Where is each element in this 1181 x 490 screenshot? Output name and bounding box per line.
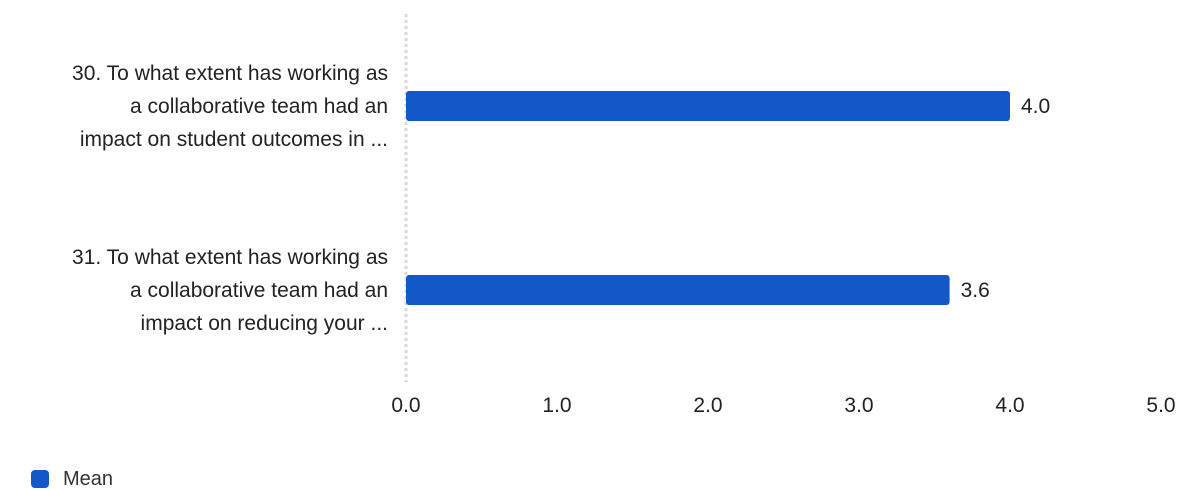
category-label-line: a collaborative team had an [130, 279, 388, 302]
data-label-2: 3.6 [961, 279, 990, 302]
x-tick-label: 5.0 [1146, 394, 1175, 417]
data-label-1: 4.0 [1021, 95, 1050, 118]
bar-chart: 30. To what extent has working as a colla… [72, 14, 1176, 417]
category-label-line: impact on student outcomes in ... [80, 128, 388, 151]
legend: Mean [31, 468, 113, 490]
category-label-line: 30. To what extent has working as [72, 62, 388, 85]
x-tick-label: 2.0 [693, 394, 722, 417]
legend-label-mean: Mean [63, 468, 114, 490]
legend-swatch-mean [31, 470, 49, 488]
x-tick-label: 0.0 [391, 394, 420, 417]
category-label-1: 30. To what extent has working as a colla… [72, 62, 388, 151]
category-label-line: a collaborative team had an [130, 95, 388, 118]
category-label-2: 31. To what extent has working as a colla… [72, 246, 388, 335]
category-label-line: 31. To what extent has working as [72, 246, 388, 269]
category-label-line: impact on reducing your ... [141, 312, 388, 335]
x-tick-label: 4.0 [995, 394, 1024, 417]
x-tick-label: 1.0 [542, 394, 571, 417]
bar-2 [406, 275, 950, 305]
bar-1 [406, 91, 1010, 121]
x-tick-label: 3.0 [844, 394, 873, 417]
